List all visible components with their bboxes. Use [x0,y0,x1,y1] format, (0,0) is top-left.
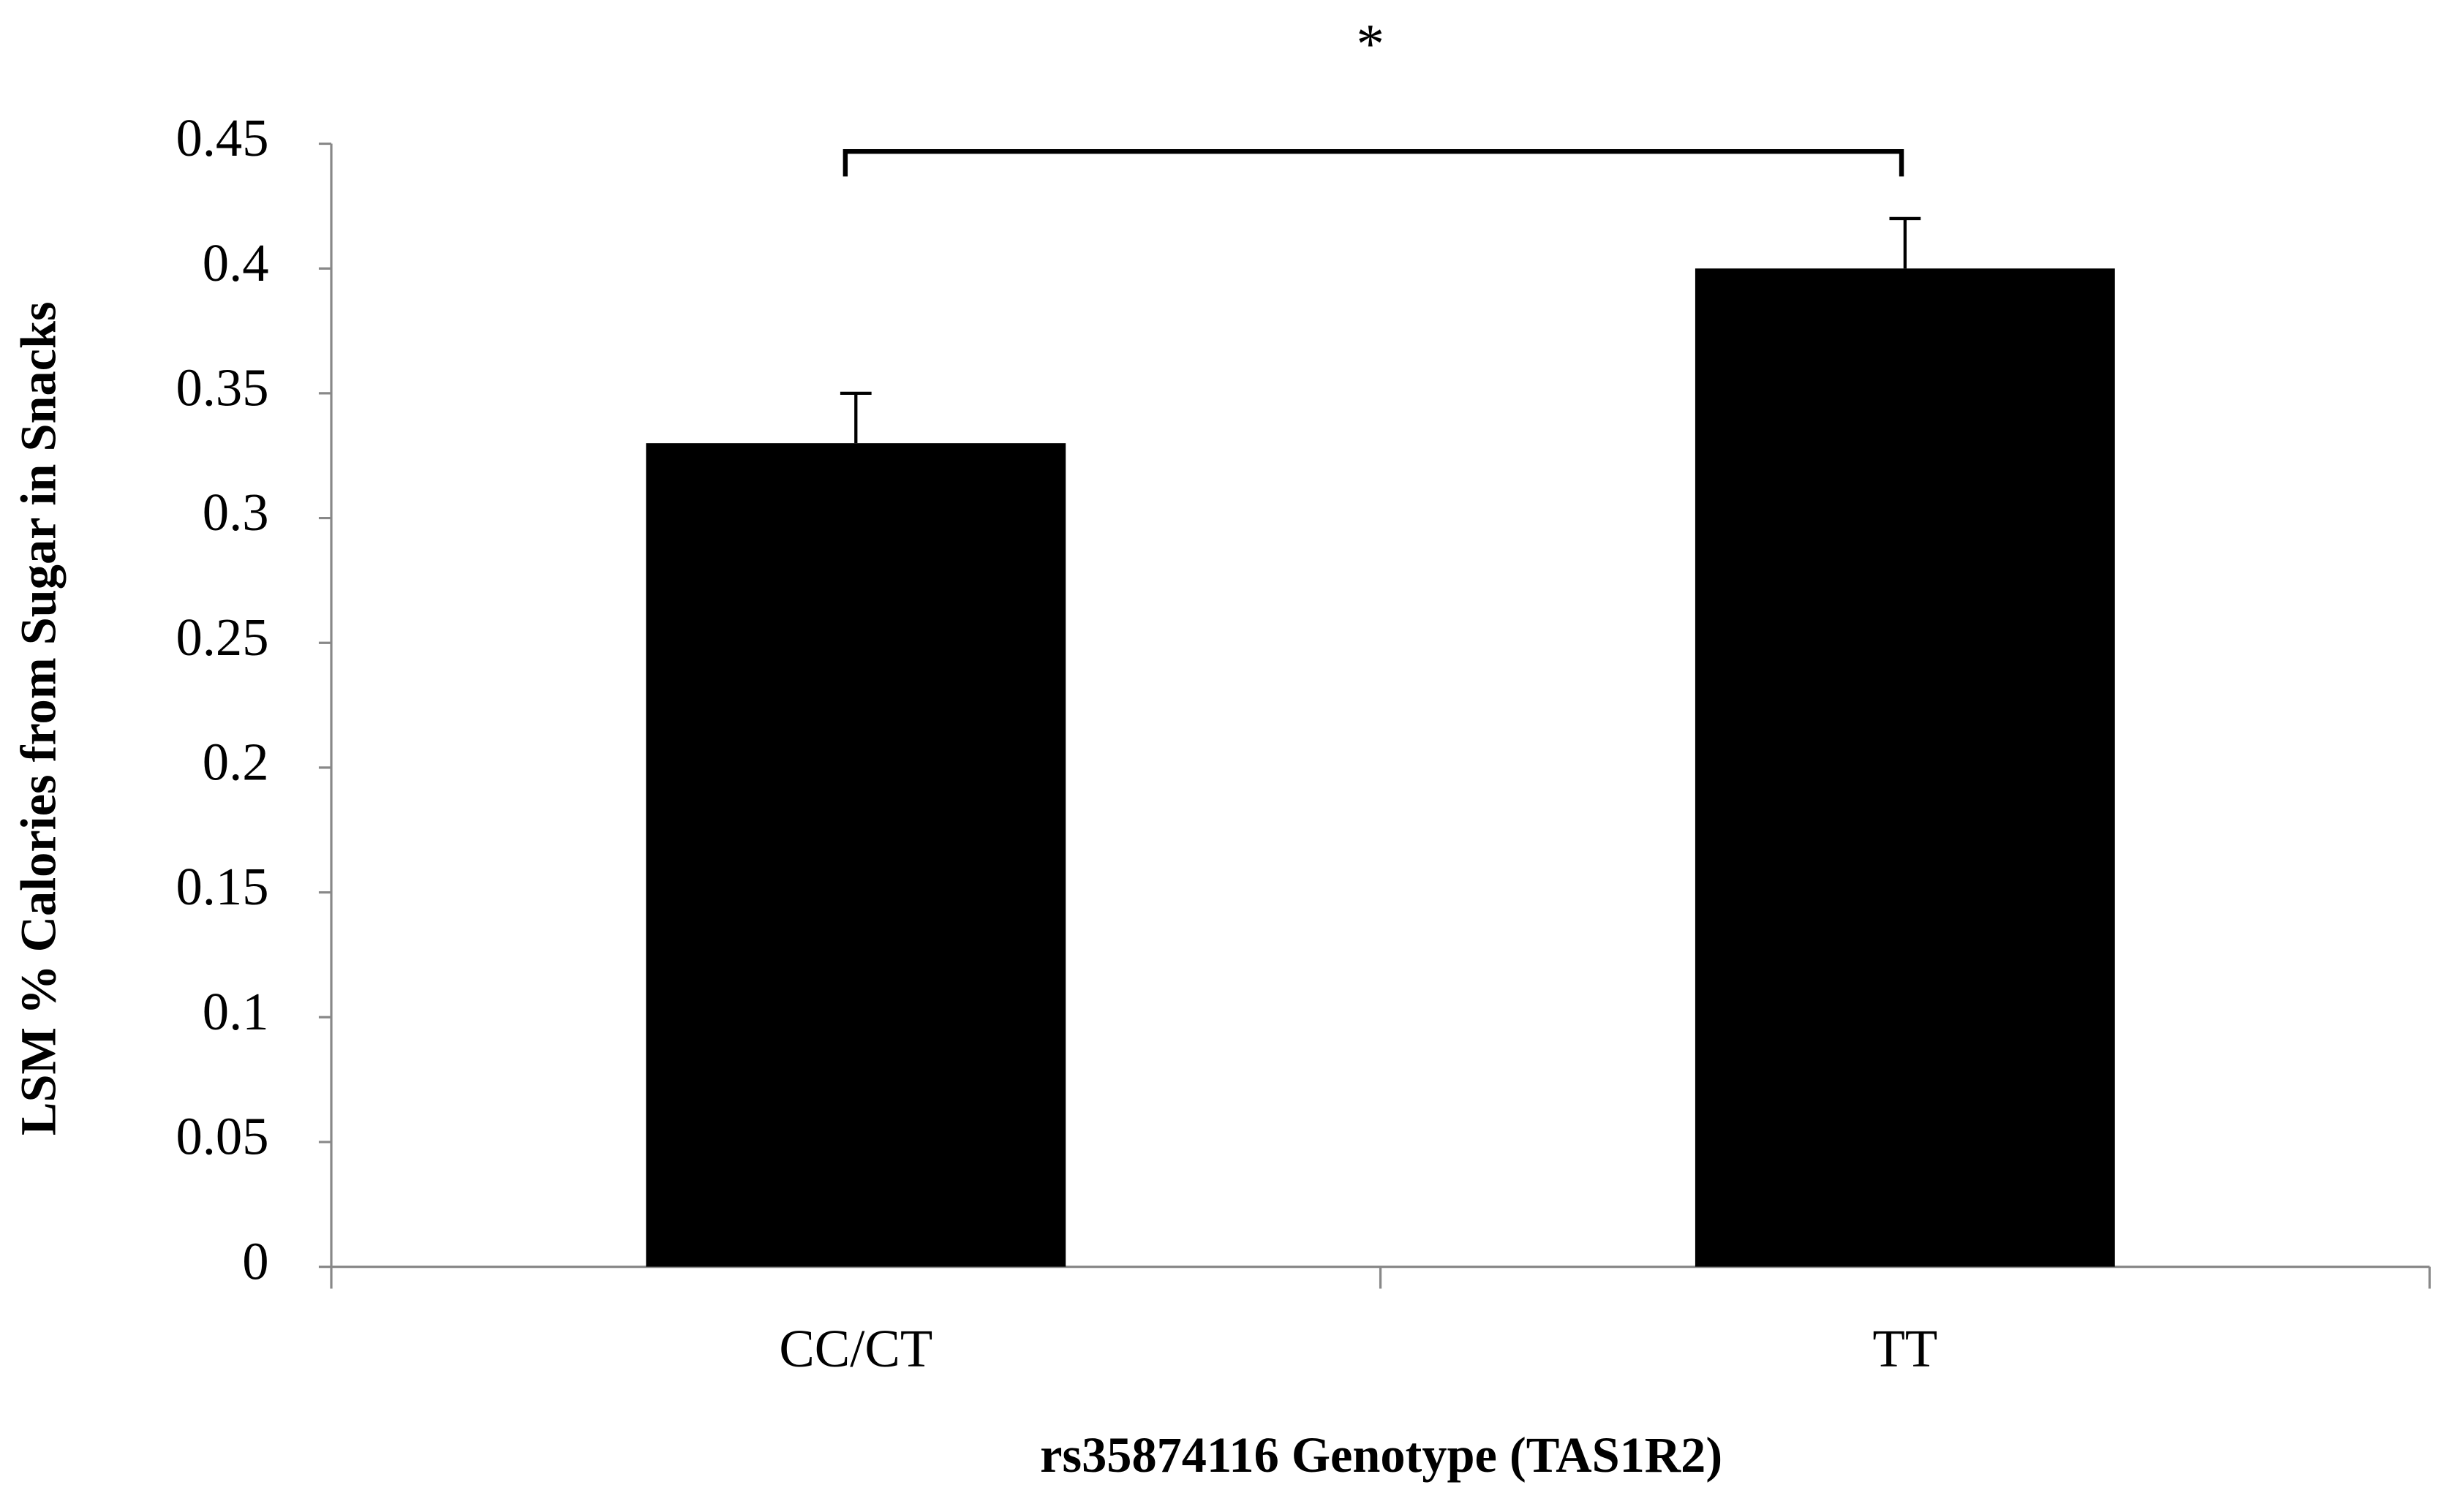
y-tick-label: 0.3 [203,483,269,542]
x-axis-title: rs35874116 Genotype (TAS1R2) [1040,1427,1722,1483]
y-tick-label: 0.25 [176,608,268,667]
y-tick-label: 0.4 [203,233,269,292]
significance-marker: * [1356,12,1384,75]
y-tick-label: 0.1 [203,982,269,1041]
bar [1695,268,2115,1267]
y-tick-label: 0.05 [176,1107,268,1166]
y-tick-label: 0 [242,1231,268,1290]
y-tick-label: 0.2 [203,733,269,792]
y-tick-label: 0.35 [176,358,268,417]
error-bar [1889,216,1921,269]
significance-bracket [843,149,1904,177]
y-tick-label: 0.45 [176,108,268,167]
x-tick-label: CC/CT [779,1319,932,1378]
y-tick-label: 0.15 [176,857,268,916]
x-tick-label: TT [1872,1319,1937,1378]
y-axis-title: LSM % Calories from Sugar in Snacks [11,301,67,1135]
bar [646,443,1066,1267]
error-bar [840,391,872,444]
